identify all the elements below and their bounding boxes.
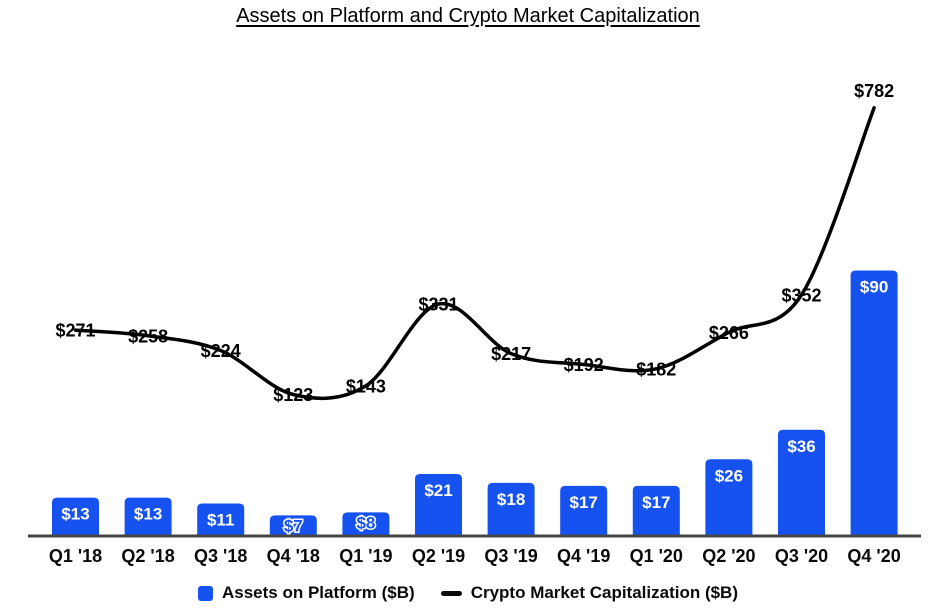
crypto-marketcap-line	[73, 106, 876, 401]
x-axis-category-label: Q2 '19	[412, 546, 465, 566]
bar	[487, 482, 535, 536]
bar	[705, 459, 753, 536]
line-value-label: $271	[55, 321, 95, 341]
bar-value-label: $18	[497, 490, 525, 509]
line-value-label: $331	[418, 295, 458, 315]
bar-value-label: $36	[787, 437, 815, 456]
bar-value-label: $21	[424, 481, 452, 500]
line-value-label: $143	[346, 376, 386, 396]
bar	[124, 497, 172, 536]
x-axis-category-label: Q3 '20	[775, 546, 828, 566]
x-axis-category-label: Q1 '19	[339, 546, 392, 566]
legend-line-label: Crypto Market Capitalization ($B)	[470, 583, 738, 602]
x-axis-category-label: Q1 '20	[630, 546, 683, 566]
bar-value-label: $26	[715, 466, 743, 485]
bar	[52, 497, 99, 536]
line-value-label: $782	[854, 81, 894, 101]
line-value-label: $123	[273, 385, 313, 405]
bar-value-label: $17	[570, 493, 598, 512]
bar-value-label: $90	[860, 278, 888, 297]
line-value-label: $224	[201, 341, 241, 361]
line-value-label: $266	[709, 323, 749, 343]
x-axis-category-label: Q4 '20	[847, 546, 900, 566]
x-axis-category-label: Q4 '18	[267, 546, 320, 566]
legend-line-dash-icon	[440, 590, 462, 596]
bar	[342, 512, 390, 536]
bar	[269, 515, 317, 536]
bar	[415, 474, 462, 536]
bar	[632, 485, 680, 536]
bar-value-label: $7	[284, 516, 303, 535]
line-value-label: $258	[128, 326, 168, 346]
legend: Assets on Platform ($B) Crypto Market Ca…	[0, 583, 936, 603]
x-axis-category-label: Q4 '19	[557, 546, 610, 566]
x-axis-category-label: Q3 '19	[484, 546, 537, 566]
legend-bar-swatch-icon	[197, 585, 213, 601]
x-axis-category-label: Q1 '18	[49, 546, 102, 566]
line-value-label: $217	[491, 344, 531, 364]
bar	[560, 485, 608, 536]
line-value-label: $192	[564, 355, 604, 375]
bar-value-label: $11	[207, 511, 234, 530]
bar	[197, 503, 245, 536]
chart-title: Assets on Platform and Crypto Market Cap…	[236, 5, 700, 27]
line-value-label: $352	[781, 285, 821, 305]
legend-bar-label: Assets on Platform ($B)	[221, 583, 415, 602]
bar-value-label: $13	[134, 505, 162, 524]
line-value-label: $182	[636, 359, 676, 379]
x-axis-category-label: Q2 '20	[702, 546, 755, 566]
bar-value-label: $13	[61, 505, 89, 524]
x-axis-category-label: Q2 '18	[121, 546, 174, 566]
bar-value-label: $17	[642, 493, 670, 512]
bar	[778, 429, 825, 536]
x-axis-category-label: Q3 '18	[194, 546, 247, 566]
bar-value-label: $8	[356, 513, 375, 532]
bar	[850, 270, 898, 536]
